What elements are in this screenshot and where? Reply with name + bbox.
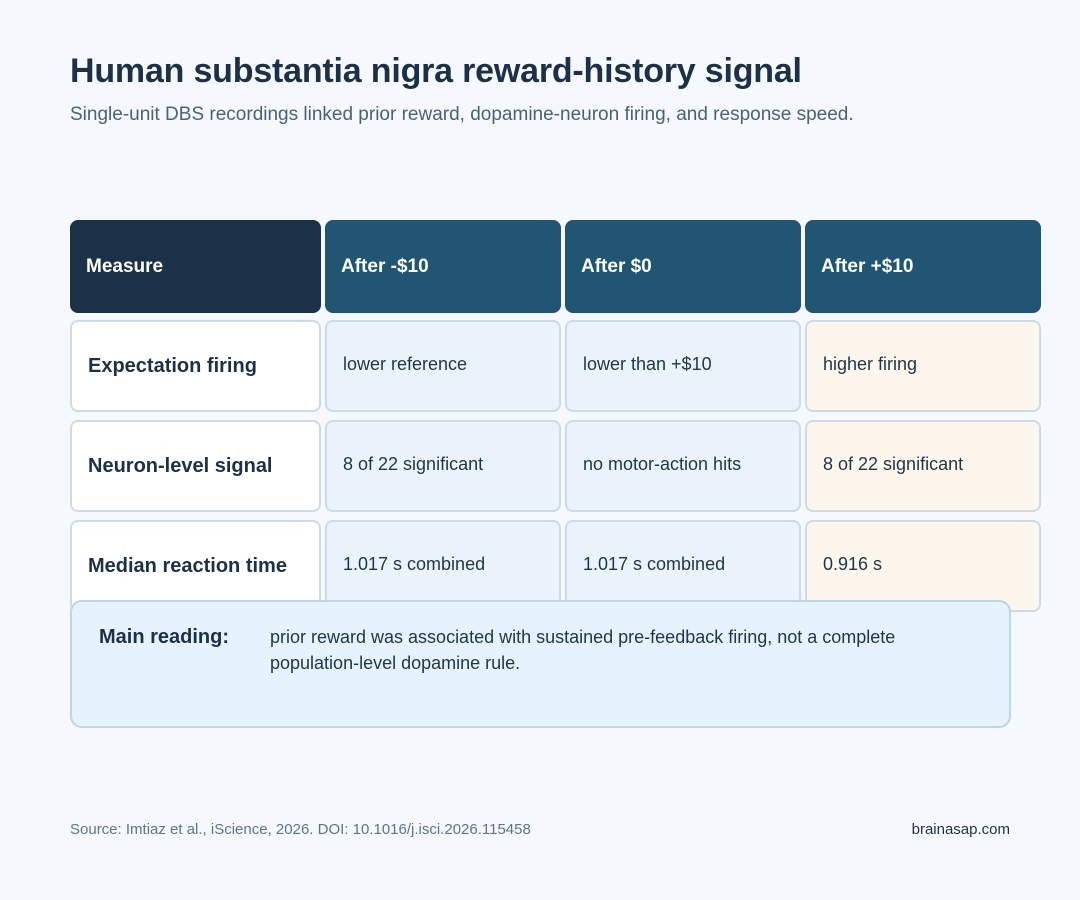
table-cell: no motor-action hits [565,420,801,512]
table-cell: lower than +$10 [565,320,801,412]
row-label-neuron-level-signal: Neuron-level signal [70,420,321,512]
table-cell: 0.916 s [805,520,1041,612]
page-subtitle: Single-unit DBS recordings linked prior … [70,104,854,125]
source-citation: Source: Imtiaz et al., iScience, 2026. D… [70,821,531,838]
row-label-expectation-firing: Expectation firing [70,320,321,412]
column-header-after-plus-10: After +$10 [805,220,1041,313]
page-title: Human substantia nigra reward-history si… [70,52,802,90]
table-cell: lower reference [325,320,561,412]
main-reading-callout: Main reading: prior reward was associate… [70,600,1011,728]
brand-link[interactable]: brainasap.com [911,821,1010,838]
table-cell: 8 of 22 significant [805,420,1041,512]
table-cell: higher firing [805,320,1041,412]
column-header-measure: Measure [70,220,321,313]
main-reading-label: Main reading: [99,626,230,648]
main-reading-text: prior reward was associated with sustain… [270,627,896,673]
table-cell: 8 of 22 significant [325,420,561,512]
table-cell: 1.017 s combined [325,520,561,612]
column-header-after-0: After $0 [565,220,801,313]
column-header-after-minus-10: After -$10 [325,220,561,313]
table-cell: 1.017 s combined [565,520,801,612]
row-label-median-reaction-time: Median reaction time [70,520,321,612]
